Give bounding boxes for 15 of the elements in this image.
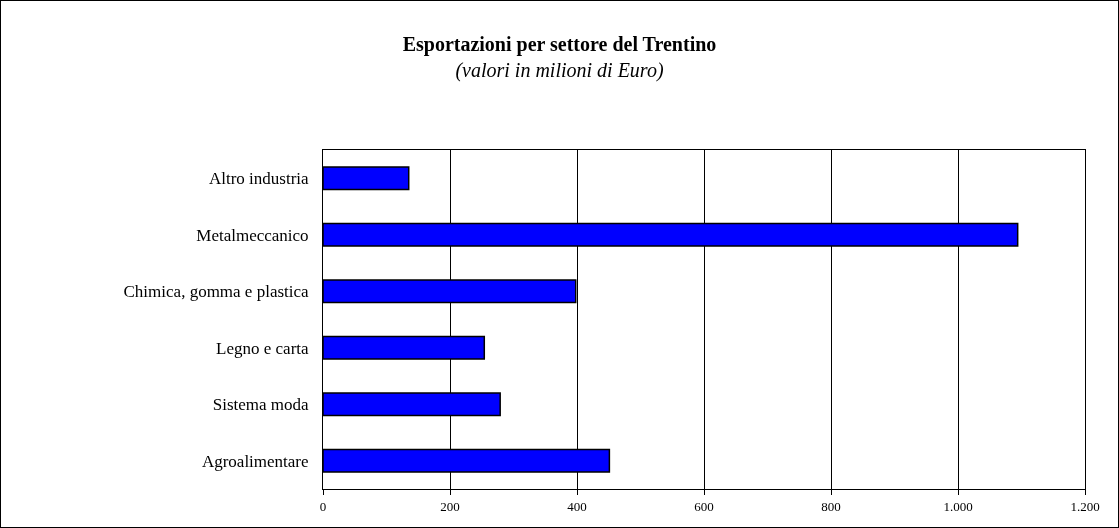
chart-title: Esportazioni per settore del Trentino xyxy=(402,32,717,56)
y-tick-label: Legno e carta xyxy=(216,338,310,358)
x-tick-label: 400 xyxy=(567,498,587,514)
x-tick-label: 200 xyxy=(440,498,460,514)
y-tick-label: Agroalimentare xyxy=(201,451,309,471)
y-tick-label: Chimica, gomma e plastica xyxy=(123,282,310,302)
chart-subtitle: (valori in milioni di Euro) xyxy=(455,58,664,82)
y-tick-label: Altro industria xyxy=(208,169,310,189)
x-tick-label: 1.200 xyxy=(1070,498,1100,514)
y-tick-label: Metalmeccanico xyxy=(196,225,309,245)
x-tick-label: 800 xyxy=(821,498,841,514)
x-tick-label: 1.000 xyxy=(943,498,973,514)
y-tick-label: Sistema moda xyxy=(212,395,310,415)
x-tick-label: 600 xyxy=(694,498,714,514)
x-tick-label: 0 xyxy=(319,498,327,514)
